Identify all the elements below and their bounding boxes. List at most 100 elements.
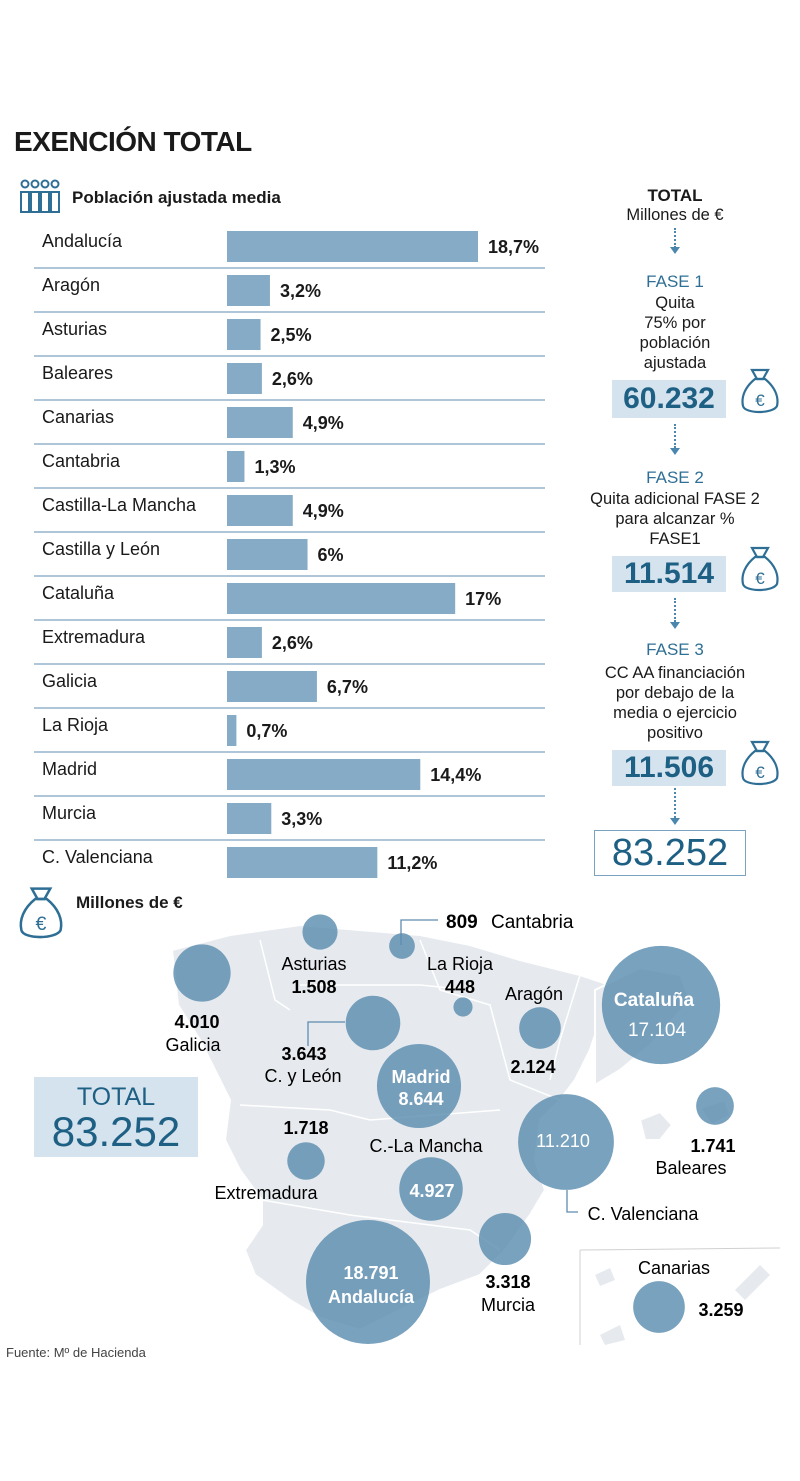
bar-value-label: 0,7%	[246, 721, 287, 741]
bar	[227, 539, 308, 570]
label-canarias-value: 3.259	[698, 1300, 743, 1320]
bar	[227, 231, 478, 262]
fase1-value: 60.232	[612, 380, 726, 418]
bar	[227, 759, 421, 790]
bar-legend: Población ajustada media	[18, 178, 281, 218]
bubble	[287, 1142, 325, 1180]
label-cantabria-value: 809	[446, 912, 478, 933]
fase2-desc-2: para alcanzar %	[615, 510, 735, 528]
flow-arrowhead	[670, 448, 680, 455]
bar-category-label: Andalucía	[42, 231, 123, 251]
label-cataluna-name: Cataluña	[614, 990, 695, 1011]
bar	[227, 407, 293, 438]
label-canarias-name: Canarias	[638, 1258, 710, 1278]
bar	[227, 715, 237, 746]
map-legend: € Millones de €	[16, 884, 183, 944]
bubble	[302, 914, 338, 950]
label-cvalenciana-name: C. Valenciana	[588, 1204, 700, 1224]
bar-value-label: 6%	[318, 545, 344, 565]
svg-text:€: €	[755, 569, 765, 588]
fase2-desc-1: Quita adicional FASE 2	[590, 490, 760, 508]
bar-value-label: 3,2%	[280, 281, 321, 301]
fase1-desc-3: población	[639, 334, 711, 352]
label-andalucia-name: Andalucía	[328, 1287, 415, 1307]
bubble	[518, 1094, 614, 1190]
fase2-desc-3: FASE1	[649, 530, 701, 548]
fase2-value: 11.514	[612, 556, 726, 592]
flow-arrowhead	[670, 818, 680, 825]
bar-category-label: C. Valenciana	[42, 847, 154, 867]
svg-text:€: €	[755, 763, 765, 782]
fase3-desc-4: positivo	[647, 724, 703, 742]
money-bag-icon: €	[741, 546, 779, 592]
label-baleares-value: 1.741	[690, 1136, 735, 1156]
bar-value-label: 2,5%	[271, 325, 312, 345]
label-baleares-name: Baleares	[655, 1158, 726, 1178]
fase3-title: FASE 3	[646, 640, 704, 659]
bar-category-label: Asturias	[42, 319, 107, 339]
fase3-value: 11.506	[612, 750, 726, 786]
money-bag-icon: €	[741, 368, 779, 414]
label-larioja-value: 448	[445, 977, 475, 997]
bar-value-label: 3,3%	[281, 809, 322, 829]
bubble	[601, 945, 721, 1065]
bar-category-label: Aragón	[42, 275, 100, 295]
map-total-label: TOTAL	[76, 1083, 156, 1111]
bar-category-label: Cantabria	[42, 451, 121, 471]
total-title: TOTAL	[647, 186, 703, 205]
fase1-title: FASE 1	[646, 272, 704, 291]
bar-category-label: Baleares	[42, 363, 113, 383]
flow-arrow	[674, 598, 676, 622]
label-extremadura-name: Extremadura	[214, 1183, 318, 1203]
fase3-desc-1: CC AA financiación	[604, 664, 746, 682]
label-clmancha-name: C.-La Mancha	[369, 1136, 483, 1156]
map-total-value: 83.252	[51, 1108, 181, 1155]
bubble	[453, 997, 473, 1017]
bar	[227, 847, 378, 878]
flow-total-value: 83.252	[594, 830, 746, 876]
people-icon	[20, 179, 60, 213]
bar	[227, 671, 317, 702]
flow-arrowhead	[670, 247, 680, 254]
label-aragon-value: 2.124	[510, 1057, 555, 1077]
bar	[227, 583, 456, 614]
page-title: EXENCIÓN TOTAL	[14, 126, 252, 157]
bubble	[376, 1043, 462, 1129]
flow-arrow	[674, 424, 676, 448]
label-galicia-value: 4.010	[174, 1012, 219, 1032]
leader-lines	[307, 919, 578, 1213]
bar-category-label: Madrid	[42, 759, 97, 779]
bar-value-label: 18,7%	[488, 237, 539, 257]
label-madrid-name: Madrid	[391, 1067, 450, 1087]
money-bag-icon: €	[19, 887, 63, 939]
bar-value-label: 11,2%	[387, 853, 437, 873]
map-total-box: TOTAL 83.252	[34, 1077, 198, 1157]
bar-category-label: Castilla y León	[42, 539, 160, 559]
bar-value-label: 17%	[465, 589, 501, 609]
label-cantabria-name: Cantabria	[491, 912, 574, 933]
bar	[227, 451, 245, 482]
label-madrid-value: 8.644	[398, 1089, 443, 1109]
label-cyleon-value: 3.643	[281, 1044, 326, 1064]
bar	[227, 363, 262, 394]
bar-value-label: 2,6%	[272, 633, 313, 653]
bar-legend-label: Población ajustada media	[72, 188, 281, 207]
label-andalucia-value: 18.791	[343, 1263, 398, 1283]
svg-text:€: €	[755, 391, 765, 410]
label-cvalenciana-value: 11.210	[536, 1131, 590, 1151]
bar-category-label: Castilla-La Mancha	[42, 495, 197, 515]
bubble	[173, 944, 231, 1002]
fase3-desc-3: media o ejercicio	[613, 704, 737, 722]
bar-value-label: 4,9%	[303, 501, 344, 521]
fase1-desc-4: ajustada	[643, 354, 707, 372]
bar	[227, 319, 261, 350]
flow-arrow	[674, 788, 676, 818]
source-note: Fuente: Mº de Hacienda	[6, 1345, 146, 1360]
bar	[227, 495, 293, 526]
bubble	[399, 1157, 463, 1221]
label-aragon-name: Aragón	[505, 984, 563, 1004]
bar	[227, 803, 272, 834]
bubble	[633, 1281, 685, 1333]
bubble	[345, 995, 401, 1051]
bar-chart: Andalucía 18,7% Aragón 3,2% Asturias 2,5% Bale…	[34, 231, 545, 878]
